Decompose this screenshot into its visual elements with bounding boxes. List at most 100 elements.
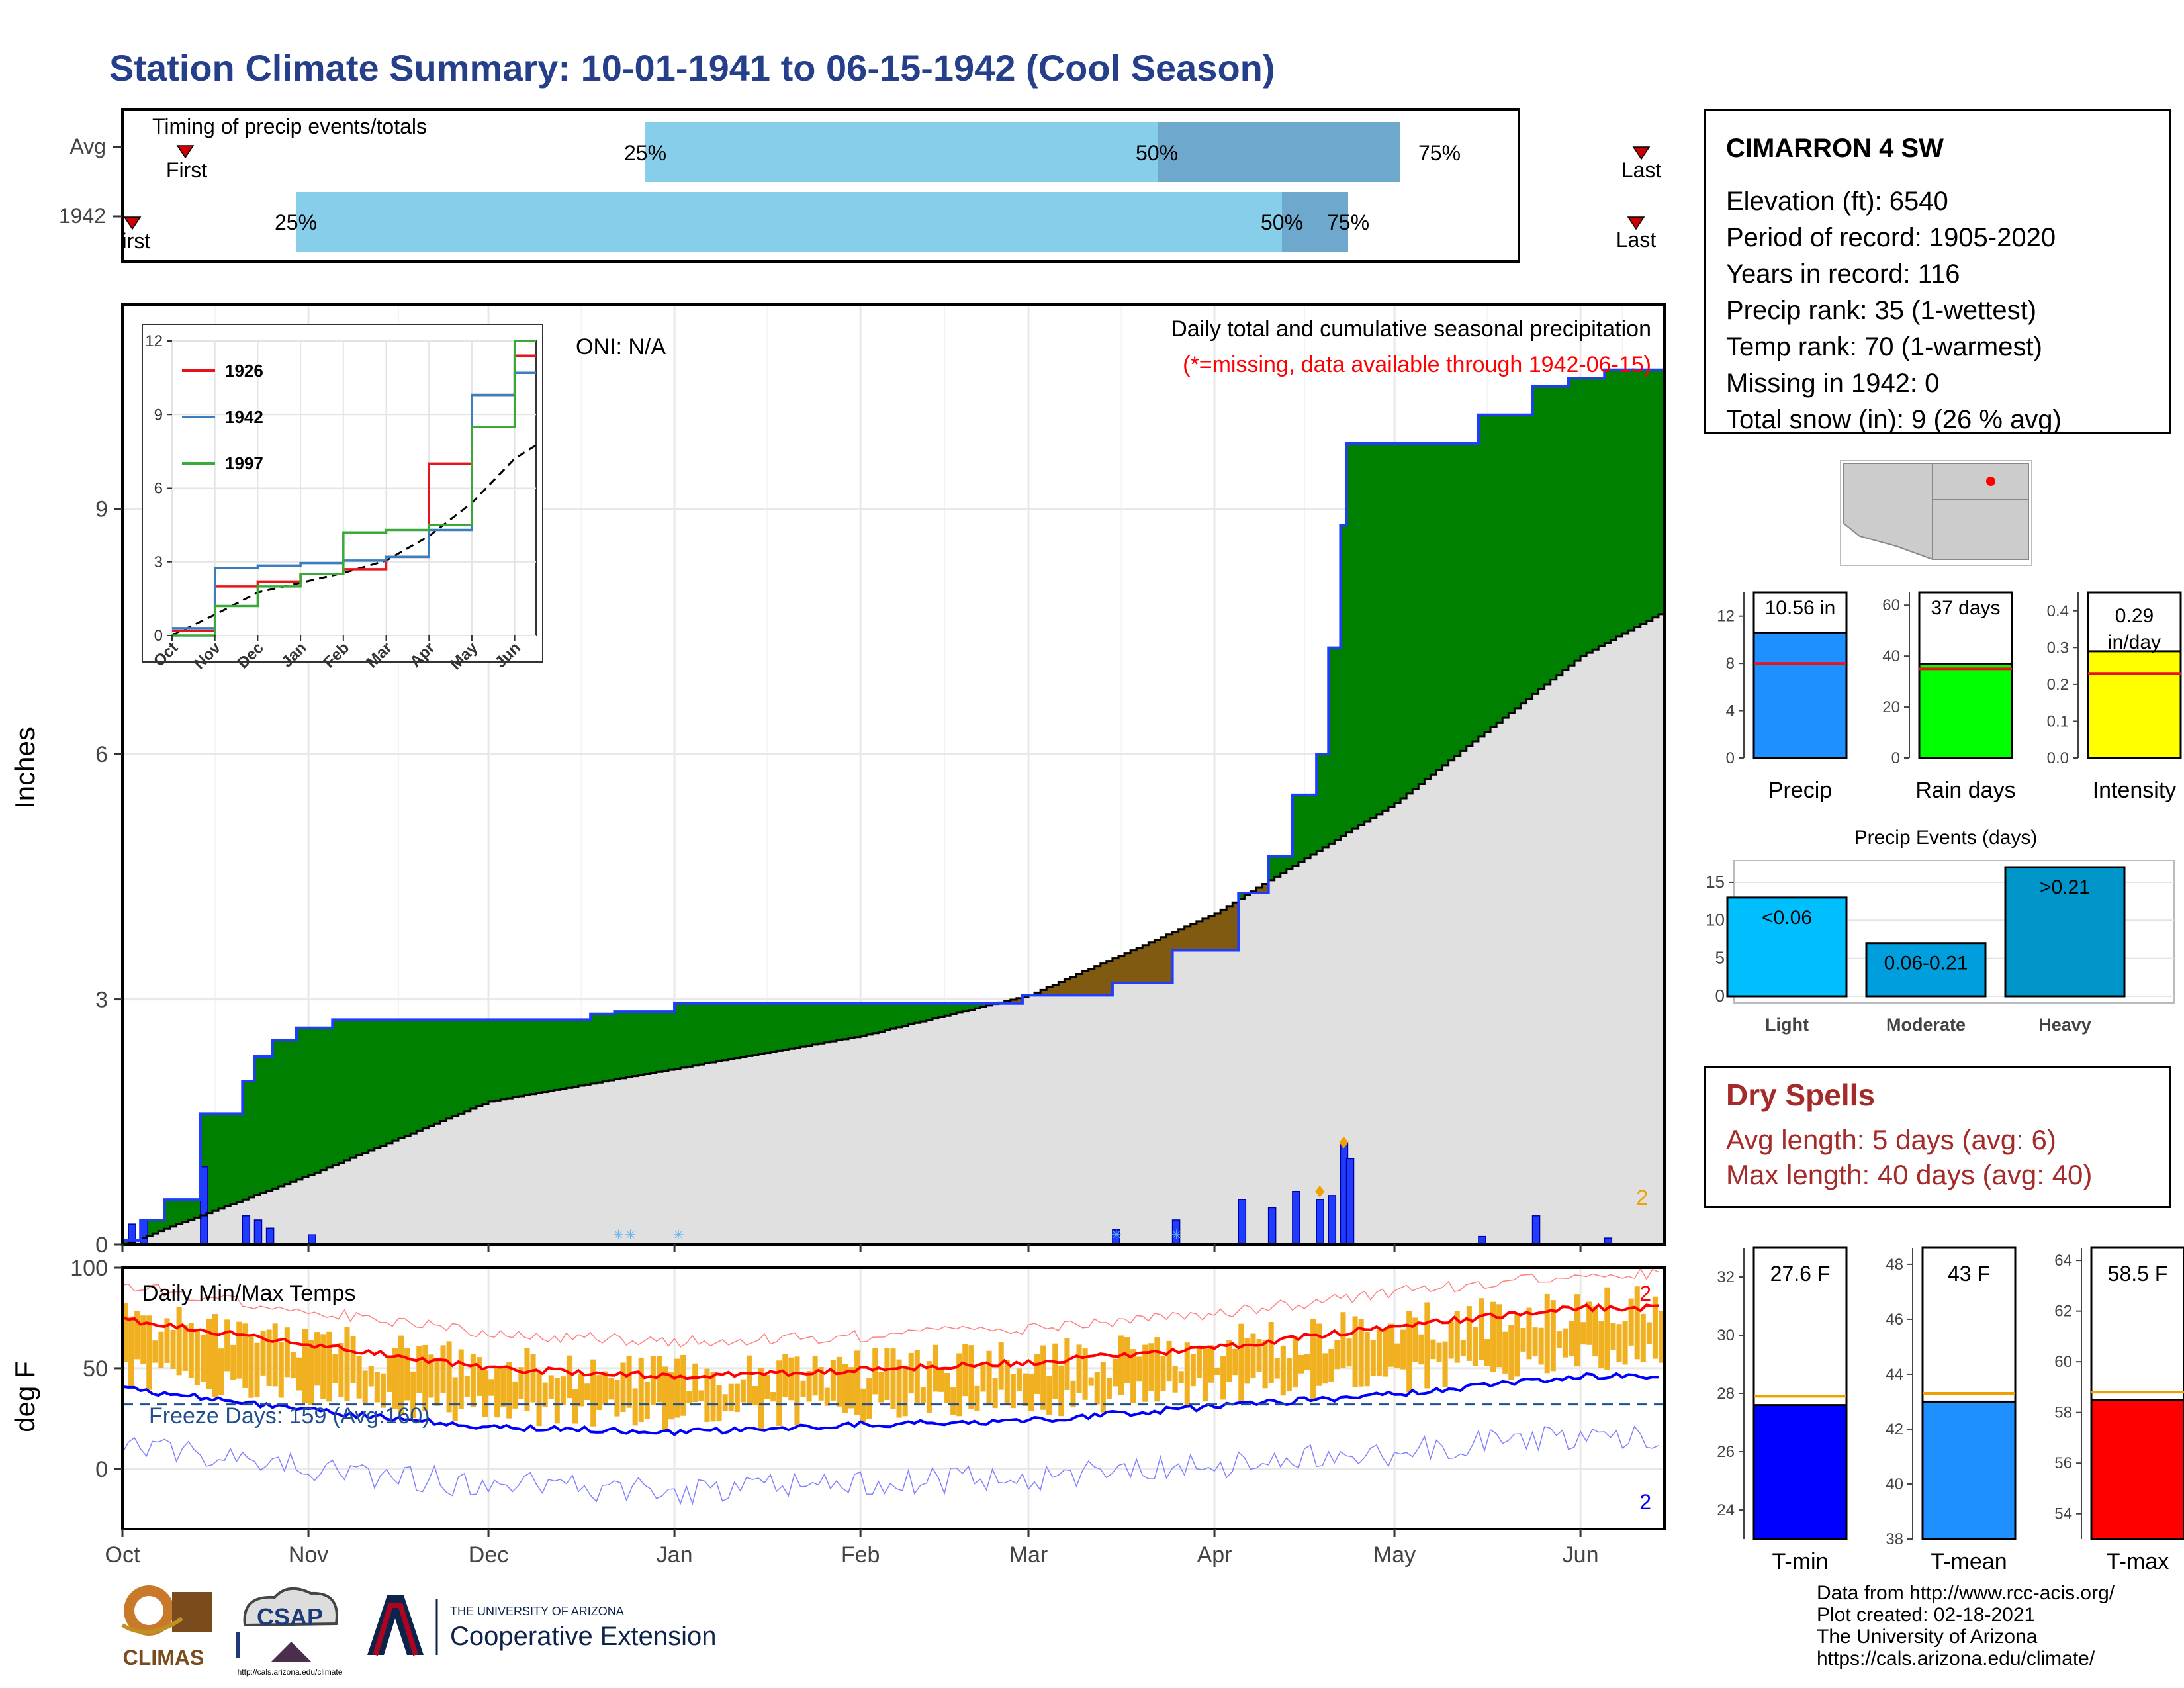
- above-normal-sliver: [722, 1003, 729, 1060]
- daily-temp-bar: [692, 1363, 698, 1403]
- inset-y-tick-label: 6: [154, 480, 163, 498]
- above-normal-sliver: [494, 1019, 501, 1101]
- daily-temp-bar: [134, 1311, 140, 1360]
- daily-temp-bar: [1130, 1349, 1136, 1404]
- daily-temp-bar: [404, 1348, 410, 1401]
- timing-row-1942-label: 1942: [59, 204, 106, 228]
- station-info-box: CIMARRON 4 SW Elevation (ft): 6540 Perio…: [1704, 109, 2171, 434]
- above-normal-sliver: [188, 1199, 195, 1220]
- daily-temp-bar: [1208, 1345, 1214, 1383]
- below-normal-sliver: [1076, 974, 1083, 996]
- below-normal-sliver: [1082, 971, 1089, 996]
- daily-temp-bar: [512, 1381, 518, 1409]
- above-normal-sliver: [1490, 414, 1497, 727]
- page-title: Station Climate Summary: 10-01-1941 to 0…: [109, 47, 1275, 89]
- daily-temp-bar: [1502, 1331, 1508, 1374]
- above-normal-sliver: [1274, 856, 1281, 877]
- temp-label: Daily Min/Max Temps: [142, 1281, 355, 1306]
- above-normal-sliver: [236, 1113, 243, 1202]
- below-normal-sliver: [1220, 910, 1227, 951]
- summary-bar-value: 0.29: [2115, 605, 2154, 627]
- above-normal-sliver: [446, 1019, 453, 1119]
- above-normal-sliver: [944, 1003, 951, 1016]
- precip-events-tick-label: 10: [1706, 910, 1725, 929]
- daily-temp-bar: [950, 1387, 956, 1415]
- daily-temp-bar: [746, 1355, 752, 1404]
- timing-row-avg-label: Avg: [69, 134, 106, 158]
- above-normal-sliver: [542, 1019, 549, 1092]
- inset-normal-line: [171, 444, 537, 637]
- y-tick-label: 3: [95, 988, 108, 1013]
- daily-temp-bar: [122, 1303, 128, 1362]
- yr-25-50-bar: [296, 192, 1282, 252]
- above-normal-sliver: [716, 1003, 723, 1062]
- above-normal-sliver: [1382, 443, 1389, 811]
- daily-temp-bar: [800, 1380, 806, 1397]
- daily-temp-bar: [560, 1376, 566, 1405]
- daily-temp-bar: [326, 1331, 332, 1402]
- above-normal-sliver: [338, 1019, 345, 1163]
- below-normal-sliver: [1052, 984, 1059, 996]
- temp-summary-value: 58.5 F: [2108, 1262, 2168, 1286]
- timing-label: Timing of precip events/totals: [152, 115, 427, 138]
- above-normal-sliver: [590, 1013, 597, 1084]
- above-normal-sliver: [224, 1113, 231, 1207]
- summary-tick-label: 0: [1726, 749, 1735, 767]
- station-temp-rank: Temp rank: 70 (1-warmest): [1726, 332, 2042, 361]
- daily-temp-bar: [1430, 1339, 1436, 1360]
- above-normal-sliver: [908, 1003, 915, 1025]
- below-normal-sliver: [1232, 902, 1239, 951]
- above-normal-sliver: [962, 1003, 969, 1011]
- daily-temp-bar: [1238, 1323, 1244, 1401]
- temp-y-tick-label: 0: [95, 1457, 108, 1482]
- above-normal-sliver: [638, 1011, 645, 1076]
- daily-temp-bar: [602, 1371, 608, 1405]
- station-missing: Missing in 1942: 0: [1726, 369, 1940, 398]
- daily-temp-bar: [620, 1362, 626, 1412]
- daily-temp-bar: [422, 1344, 428, 1412]
- snow-marker: ✳: [613, 1228, 624, 1243]
- daily-precip-bar: [1328, 1195, 1337, 1245]
- daily-precip-bar: [308, 1234, 316, 1245]
- daily-temp-bar: [584, 1383, 590, 1401]
- above-normal-sliver: [314, 1027, 321, 1173]
- below-normal-sliver: [1178, 929, 1185, 951]
- daily-temp-bar: [332, 1354, 338, 1383]
- daily-temp-bar: [1388, 1323, 1394, 1367]
- yr-last-marker: [1627, 216, 1645, 230]
- above-normal-sliver: [1526, 414, 1533, 699]
- daily-temp-bar: [1154, 1337, 1160, 1402]
- daily-temp-bar: [1298, 1354, 1304, 1374]
- daily-temp-bar: [218, 1348, 224, 1395]
- above-normal-sliver: [926, 1003, 933, 1020]
- daily-temp-bar: [638, 1357, 644, 1422]
- above-normal-sliver: [782, 1003, 789, 1050]
- above-normal-sliver: [1376, 443, 1383, 814]
- station-elevation: Elevation (ft): 6540: [1726, 187, 1948, 216]
- above-normal-sliver: [470, 1019, 477, 1109]
- below-normal-sliver: [1262, 884, 1269, 894]
- above-normal-sliver: [572, 1019, 579, 1087]
- y-tick-label: 6: [95, 742, 108, 767]
- summary-tick-label: 0.3: [2047, 639, 2069, 657]
- below-normal-sliver: [1226, 906, 1233, 951]
- daily-temp-bar: [1256, 1338, 1262, 1372]
- daily-temp-bar: [848, 1367, 854, 1409]
- above-normal-sliver: [1472, 443, 1479, 742]
- temp-summary-tick-label: 54: [2054, 1505, 2072, 1523]
- above-normal-sliver: [284, 1040, 291, 1184]
- daily-precip-bar: [1531, 1215, 1541, 1245]
- daily-temp-bar: [1478, 1298, 1484, 1361]
- daily-precip-bar: [1345, 1158, 1355, 1245]
- daily-temp-bar: [1538, 1327, 1544, 1365]
- above-normal-sliver: [692, 1003, 699, 1066]
- summary-tick-label: 0.4: [2047, 602, 2069, 620]
- station-years: Years in record: 116: [1726, 259, 1960, 289]
- month-label: Apr: [1197, 1542, 1232, 1568]
- daily-temp-bar: [410, 1371, 416, 1419]
- below-normal-sliver: [1112, 958, 1119, 983]
- temp-y-label: deg F: [9, 1361, 40, 1432]
- inset-legend-label: 1942: [225, 407, 263, 427]
- inset-legend-label: 1997: [225, 453, 263, 473]
- above-normal-sliver: [878, 1003, 885, 1032]
